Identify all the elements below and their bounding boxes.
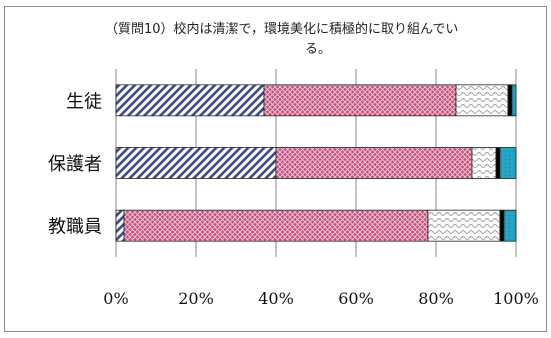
bar-segment xyxy=(115,209,125,242)
chart-title-line: る。 xyxy=(305,42,331,57)
x-tick-label: 40% xyxy=(258,289,294,308)
bar-segment xyxy=(511,84,517,117)
x-tick-label: 60% xyxy=(338,289,374,308)
x-tick-label: 20% xyxy=(178,289,214,308)
bar-segment xyxy=(263,84,457,117)
category-label: 保護者 xyxy=(48,154,102,175)
bar-segment xyxy=(471,147,497,179)
bar-segment xyxy=(503,209,517,242)
category-label: 教職員 xyxy=(48,217,102,238)
bar-segment xyxy=(123,209,429,242)
chart-frame: （質問10）校内は清潔で，環境美化に積極的に取り組んでい る。 生徒 保護者 教職員 … xyxy=(4,6,547,332)
bar-segment xyxy=(499,209,505,242)
bar-segment xyxy=(115,84,265,117)
bar-segment xyxy=(275,147,473,179)
x-tick-labels: 0% 20% 40% 60% 80% 100% xyxy=(103,289,539,308)
x-tick-label: 80% xyxy=(418,289,454,308)
category-label: 生徒 xyxy=(66,91,102,112)
bar-segment xyxy=(115,147,277,179)
bar-segment xyxy=(499,147,517,179)
bar-segment xyxy=(427,209,501,242)
bars xyxy=(115,84,517,242)
x-tick-label: 0% xyxy=(103,289,128,308)
bar-segment xyxy=(495,147,501,179)
x-tick-label: 100% xyxy=(493,289,539,308)
bar-segment xyxy=(455,84,509,117)
bar-segment xyxy=(507,84,513,117)
chart-title-line: （質問10）校内は清潔で，環境美化に積極的に取り組んでい xyxy=(105,21,458,37)
